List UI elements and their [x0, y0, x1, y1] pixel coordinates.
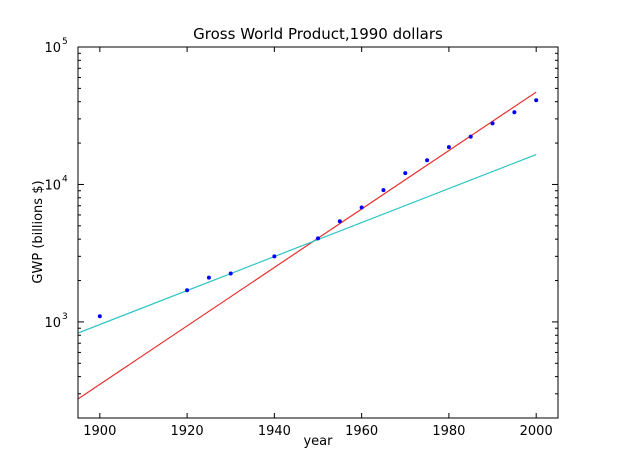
data-point: [381, 188, 386, 193]
data-point: [97, 314, 102, 319]
x-axis-label: year: [303, 434, 333, 449]
data-point: [359, 205, 364, 210]
y-tick-label-exponent: 3: [62, 312, 68, 322]
cyan-fit-line: [78, 154, 537, 334]
data-point: [446, 145, 451, 150]
x-tick-label: 1980: [432, 424, 465, 439]
data-point: [316, 236, 320, 241]
plot-frame: [77, 46, 559, 419]
x-tick-label: 2000: [520, 424, 553, 439]
y-tick-label: 10: [44, 178, 61, 193]
fit-lines-layer: [78, 91, 537, 400]
y-tick-label-exponent: 5: [62, 37, 68, 47]
data-point: [272, 254, 277, 259]
data-point: [206, 275, 211, 280]
data-point: [512, 110, 517, 115]
data-point: [468, 134, 473, 139]
data-point: [425, 158, 430, 163]
chart-title: Gross World Product,1990 dollars: [193, 25, 443, 43]
x-tick-label: 1940: [258, 424, 291, 439]
y-axis-label: GWP (billions $): [31, 180, 46, 283]
red-fit-line: [78, 91, 537, 400]
data-points-layer: [97, 98, 539, 319]
data-point: [534, 98, 539, 103]
x-tick-label: 1920: [171, 424, 204, 439]
y-tick-label-exponent: 4: [62, 174, 68, 184]
data-point: [403, 171, 408, 176]
y-tick-label: 10: [44, 316, 61, 331]
y-tick-label: 10: [44, 41, 61, 56]
data-point: [490, 121, 495, 126]
data-point: [337, 219, 342, 224]
x-tick-label: 1960: [345, 424, 378, 439]
x-tick-label: 1900: [83, 424, 116, 439]
data-point: [185, 288, 190, 293]
data-point: [228, 271, 233, 276]
